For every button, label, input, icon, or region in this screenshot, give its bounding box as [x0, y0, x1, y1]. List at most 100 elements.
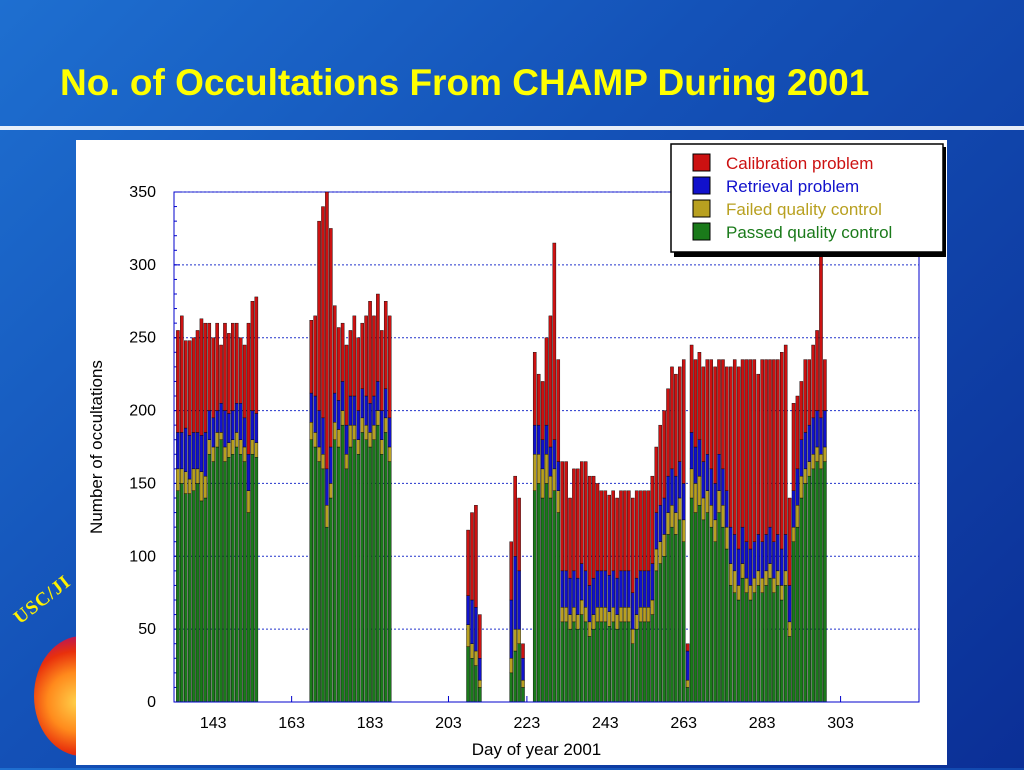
bar-retrieval [795, 468, 800, 506]
bar-calibration [725, 366, 729, 491]
bar-calibration [752, 359, 757, 542]
bar-failed [203, 475, 208, 499]
bar-failed [207, 439, 212, 455]
bar-calibration [799, 381, 804, 440]
bar-passed [234, 446, 239, 703]
bar-calibration [466, 529, 470, 596]
bar-retrieval [348, 395, 353, 426]
bar-retrieval [572, 570, 576, 608]
bar-failed [795, 505, 800, 528]
bar-passed [779, 599, 784, 703]
bar-retrieval [697, 439, 702, 477]
bar-passed [509, 672, 513, 703]
bar-calibration [513, 475, 517, 557]
bar-failed [713, 519, 717, 542]
bar-retrieval [717, 454, 721, 491]
bar-retrieval [356, 410, 361, 440]
bar-passed [246, 512, 251, 703]
bar-failed [670, 505, 674, 528]
bar-calibration [693, 359, 698, 448]
bar-calibration [713, 366, 717, 484]
bar-failed [658, 541, 662, 564]
bar-passed [697, 505, 702, 703]
bar-retrieval [380, 410, 384, 440]
bar-retrieval [603, 570, 608, 608]
bar-retrieval [223, 410, 227, 448]
bar-calibration [532, 352, 537, 426]
bar-retrieval [729, 526, 733, 564]
bar-calibration [191, 337, 196, 433]
bar-failed [199, 471, 204, 502]
bar-calibration [783, 344, 788, 535]
x-tick-label: 163 [278, 715, 305, 732]
bar-calibration [227, 333, 231, 414]
bar-failed [242, 446, 247, 462]
chart-panel: 0 50 100 150 200 250 300 350 143 163 183 203 223 243 2… [76, 140, 947, 765]
x-tick-label: 303 [827, 715, 854, 732]
bar-passed [681, 541, 686, 703]
bar-failed [615, 614, 619, 630]
bar-retrieval [642, 570, 647, 608]
bar-passed [364, 439, 368, 703]
bar-passed [544, 483, 549, 703]
bar-calibration [772, 359, 776, 542]
bar-retrieval [183, 427, 188, 472]
bar-retrieval [376, 381, 380, 411]
bar-passed [227, 457, 231, 703]
bar-failed [630, 628, 635, 644]
bar-failed [572, 607, 576, 623]
bar-calibration [729, 366, 733, 528]
bar-passed [740, 577, 745, 703]
bar-passed [807, 475, 811, 703]
bar-passed [752, 592, 757, 703]
bar-passed [344, 468, 349, 703]
y-tick-label: 50 [138, 621, 156, 638]
bar-passed [725, 548, 729, 703]
bar-passed [630, 643, 635, 703]
bar-failed [536, 454, 541, 484]
bar-failed [701, 497, 706, 521]
bar-failed [729, 563, 733, 586]
bar-retrieval [779, 548, 784, 586]
bar-retrieval [670, 468, 674, 506]
bar-calibration [372, 315, 376, 397]
bar-passed [521, 687, 525, 703]
bar-failed [560, 607, 564, 623]
bar-retrieval [681, 483, 686, 521]
bar-failed [678, 497, 682, 521]
bar-failed [329, 483, 333, 499]
bar-retrieval [195, 432, 200, 470]
bar-passed [478, 687, 482, 703]
bar-failed [387, 446, 392, 462]
bar-retrieval [352, 395, 357, 426]
bar-retrieval [760, 541, 764, 579]
bar-calibration [599, 490, 604, 572]
bar-retrieval [207, 410, 212, 440]
bar-failed [254, 442, 259, 458]
bar-passed [732, 592, 737, 703]
bar-failed [685, 679, 690, 688]
bar-passed [709, 526, 713, 703]
bar-retrieval [654, 512, 659, 550]
bar-failed [521, 679, 525, 688]
bar-calibration [517, 497, 521, 572]
bar-calibration [650, 475, 655, 564]
bar-calibration [231, 322, 235, 411]
bar-failed [776, 570, 780, 586]
bar-passed [336, 446, 341, 703]
bar-passed [329, 497, 333, 703]
bar-calibration [576, 468, 580, 579]
bar-failed [552, 468, 557, 491]
bar-passed [642, 621, 647, 703]
bar-calibration [572, 468, 576, 572]
bar-failed [513, 628, 517, 652]
bar-calibration [238, 337, 243, 404]
bar-passed [242, 461, 247, 703]
bar-failed [642, 607, 647, 623]
y-tick-label: 250 [129, 330, 156, 347]
bar-failed [752, 577, 757, 593]
bar-passed [713, 541, 717, 703]
bar-failed [246, 490, 251, 513]
bar-passed [705, 512, 710, 703]
bar-passed [199, 500, 204, 703]
